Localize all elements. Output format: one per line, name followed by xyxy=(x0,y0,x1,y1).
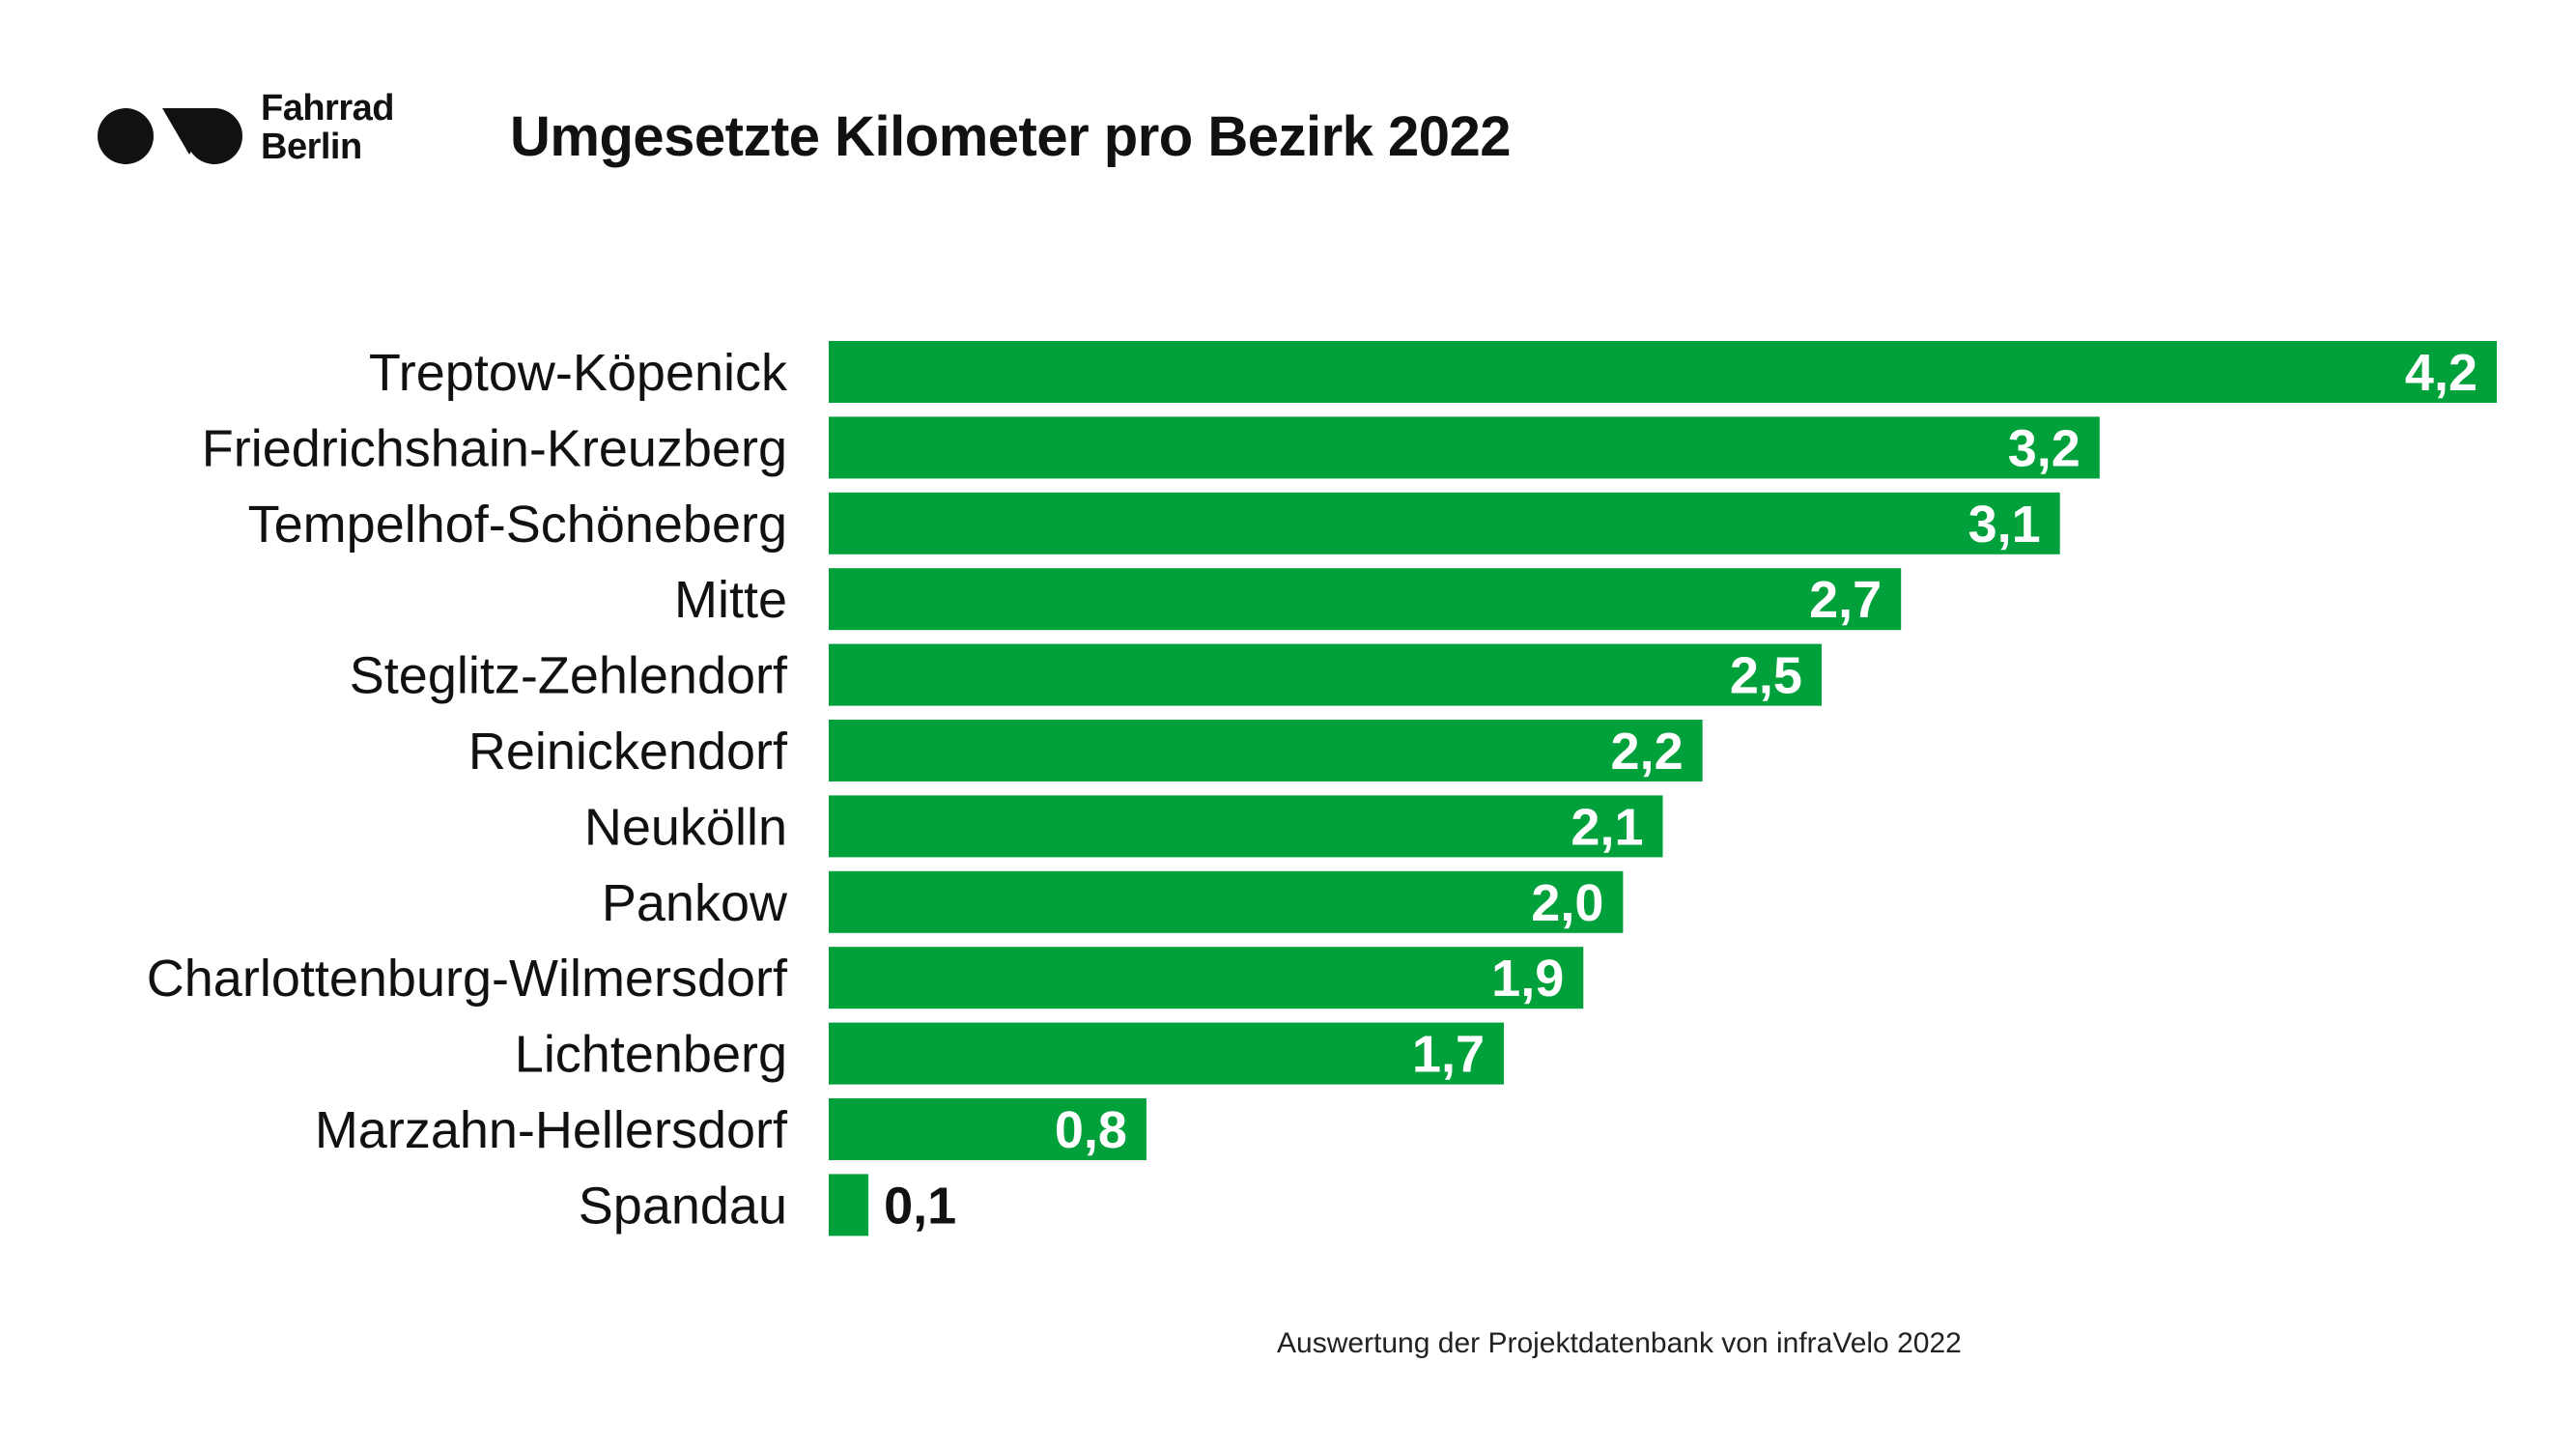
value-label: 2,0 xyxy=(1531,874,1603,932)
value-label: 2,1 xyxy=(1571,798,1643,856)
chart-title: Umgesetzte Kilometer pro Bezirk 2022 xyxy=(510,105,1512,168)
value-label: 2,2 xyxy=(1611,723,1684,781)
category-label: Treptow-Köpenick xyxy=(369,344,788,402)
value-label: 0,1 xyxy=(884,1177,956,1235)
category-label: Lichtenberg xyxy=(515,1026,787,1084)
value-label: 3,1 xyxy=(1968,496,2041,554)
source-note: Auswertung der Projektdatenbank von infr… xyxy=(1277,1327,1962,1359)
category-label: Steglitz-Zehlendorf xyxy=(350,647,788,705)
bar xyxy=(829,1174,869,1236)
category-label: Pankow xyxy=(602,874,788,932)
value-label: 3,2 xyxy=(2008,419,2081,477)
category-label: Tempelhof-Schöneberg xyxy=(248,496,787,554)
value-label: 1,7 xyxy=(1412,1026,1485,1084)
fahrrad-berlin-logo-icon xyxy=(98,108,242,164)
value-label: 1,9 xyxy=(1491,950,1564,1008)
value-label: 0,8 xyxy=(1055,1101,1127,1159)
value-label: 2,7 xyxy=(1809,571,1882,629)
bar xyxy=(829,1098,1146,1160)
bar xyxy=(829,341,2497,403)
brand-line-2: Berlin xyxy=(261,127,362,167)
bar xyxy=(829,720,1703,781)
bar xyxy=(829,492,2060,554)
bar xyxy=(829,643,1822,706)
brand-line-1: Fahrrad xyxy=(261,88,394,128)
value-label: 4,2 xyxy=(2405,344,2477,402)
brand-wordmark: Fahrrad Berlin xyxy=(261,89,394,166)
category-label: Marzahn-Hellersdorf xyxy=(315,1101,788,1159)
value-label: 2,5 xyxy=(1730,647,1802,705)
bar xyxy=(829,795,1663,858)
category-label: Mitte xyxy=(674,571,787,629)
bar xyxy=(829,416,2100,479)
bar xyxy=(829,1022,1505,1085)
logo-circle-right-icon xyxy=(186,108,242,164)
bar xyxy=(829,870,1624,933)
logo-circle-left-icon xyxy=(98,108,154,164)
bar xyxy=(829,568,1902,631)
category-label: Charlottenburg-Wilmersdorf xyxy=(147,950,788,1008)
category-label: Friedrichshain-Kreuzberg xyxy=(202,419,787,477)
category-label: Neukölln xyxy=(584,798,787,856)
bar xyxy=(829,947,1584,1009)
category-label: Spandau xyxy=(579,1177,787,1235)
category-label: Reinickendorf xyxy=(468,723,788,781)
